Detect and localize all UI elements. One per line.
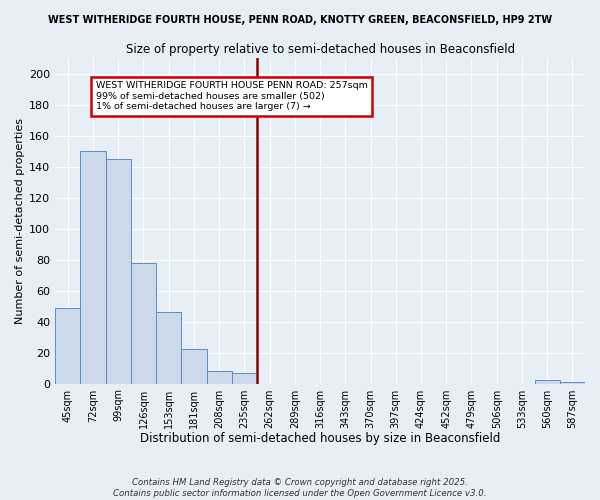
Bar: [131, 262, 156, 384]
Text: WEST WITHERIDGE FOURTH HOUSE PENN ROAD: 257sqm
99% of semi-detached houses are s: WEST WITHERIDGE FOURTH HOUSE PENN ROAD: …: [95, 82, 367, 111]
Bar: [156, 312, 181, 384]
Bar: [535, 380, 560, 384]
Bar: [206, 371, 232, 384]
Y-axis label: Number of semi-detached properties: Number of semi-detached properties: [15, 118, 25, 324]
Bar: [560, 382, 585, 384]
Text: WEST WITHERIDGE FOURTH HOUSE, PENN ROAD, KNOTTY GREEN, BEACONSFIELD, HP9 2TW: WEST WITHERIDGE FOURTH HOUSE, PENN ROAD,…: [48, 15, 552, 25]
Title: Size of property relative to semi-detached houses in Beaconsfield: Size of property relative to semi-detach…: [125, 42, 515, 56]
Bar: [106, 159, 131, 384]
Bar: [232, 372, 257, 384]
Bar: [55, 308, 80, 384]
Bar: [80, 151, 106, 384]
Bar: [181, 350, 206, 384]
Text: Contains HM Land Registry data © Crown copyright and database right 2025.
Contai: Contains HM Land Registry data © Crown c…: [113, 478, 487, 498]
X-axis label: Distribution of semi-detached houses by size in Beaconsfield: Distribution of semi-detached houses by …: [140, 432, 500, 445]
